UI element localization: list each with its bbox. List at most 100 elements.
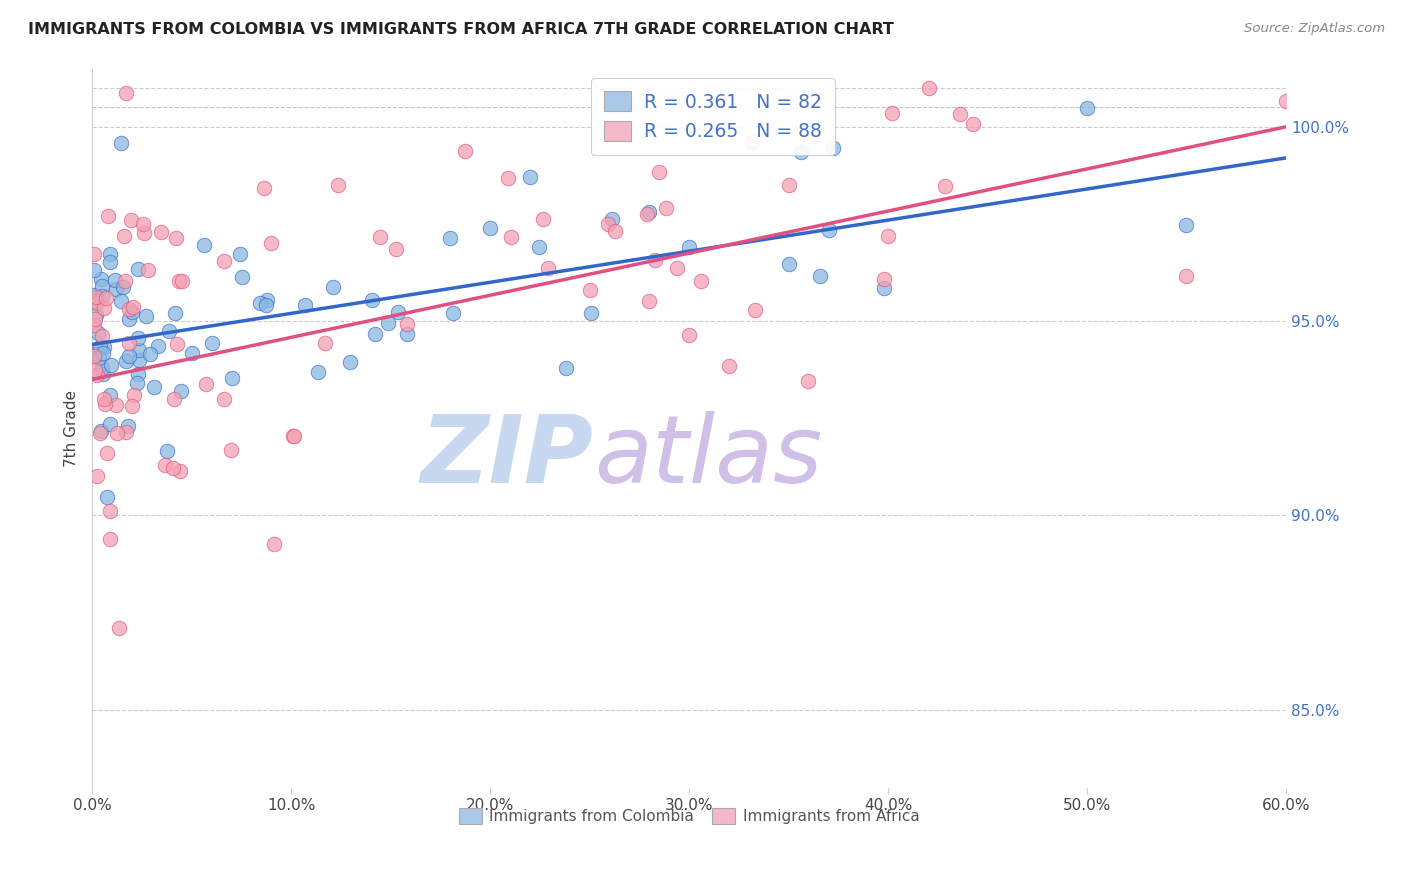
Point — [90, 424, 112, 438]
Point — [600, 211, 623, 226]
Point — [531, 212, 554, 227]
Point — [648, 165, 671, 179]
Point — [165, 230, 187, 244]
Point — [127, 331, 149, 345]
Point — [90, 360, 112, 375]
Point — [98, 417, 121, 432]
Point — [873, 281, 896, 295]
Point — [86, 326, 108, 341]
Point — [527, 240, 550, 254]
Point — [107, 621, 129, 635]
Point — [115, 425, 138, 439]
Point — [157, 325, 180, 339]
Point — [537, 260, 560, 275]
Point — [498, 171, 520, 186]
Point — [121, 300, 143, 314]
Point — [808, 268, 831, 283]
Point — [873, 272, 896, 286]
Point — [387, 305, 409, 319]
Point — [283, 429, 305, 443]
Point — [254, 298, 277, 312]
Point — [118, 349, 141, 363]
Point — [83, 293, 105, 308]
Point — [789, 145, 811, 159]
Point — [260, 235, 283, 250]
Point — [644, 253, 666, 268]
Point — [83, 247, 105, 261]
Point — [384, 242, 406, 256]
Point — [98, 532, 121, 546]
Point — [778, 178, 800, 192]
Point — [98, 504, 121, 518]
Legend: Immigrants from Colombia, Immigrants from Africa: Immigrants from Colombia, Immigrants fro… — [453, 802, 925, 830]
Point — [83, 350, 105, 364]
Point — [100, 254, 122, 268]
Point — [128, 343, 150, 357]
Point — [127, 261, 149, 276]
Point — [138, 346, 160, 360]
Point — [110, 136, 132, 151]
Point — [118, 302, 141, 317]
Point — [104, 282, 127, 296]
Point — [86, 296, 108, 310]
Point — [170, 384, 193, 398]
Point — [104, 273, 127, 287]
Point — [132, 226, 155, 240]
Point — [163, 392, 186, 406]
Point — [339, 355, 361, 369]
Point — [219, 442, 242, 457]
Point — [778, 257, 800, 271]
Point — [94, 397, 117, 411]
Point — [163, 306, 186, 320]
Point — [83, 312, 105, 326]
Point — [934, 179, 956, 194]
Point — [396, 317, 419, 331]
Point — [83, 263, 105, 277]
Point — [314, 336, 336, 351]
Point — [666, 261, 689, 276]
Point — [112, 229, 135, 244]
Point — [877, 229, 900, 244]
Point — [83, 318, 105, 332]
Point — [94, 291, 117, 305]
Point — [93, 301, 115, 316]
Point — [326, 178, 349, 192]
Point — [167, 274, 190, 288]
Point — [1275, 94, 1298, 108]
Point — [93, 392, 115, 406]
Point — [156, 443, 179, 458]
Point — [638, 293, 661, 308]
Point — [962, 117, 984, 131]
Point — [396, 326, 419, 341]
Point — [201, 335, 224, 350]
Point — [90, 328, 112, 343]
Point — [578, 283, 600, 297]
Point — [135, 309, 157, 323]
Text: Source: ZipAtlas.com: Source: ZipAtlas.com — [1244, 22, 1385, 36]
Point — [87, 351, 110, 366]
Point — [256, 293, 278, 307]
Point — [519, 169, 541, 184]
Point — [744, 303, 766, 318]
Point — [231, 270, 253, 285]
Point — [307, 365, 329, 379]
Point — [283, 428, 305, 442]
Point — [454, 144, 477, 158]
Point — [818, 223, 841, 237]
Point — [91, 279, 114, 293]
Point — [741, 135, 763, 149]
Point — [96, 446, 118, 460]
Point — [193, 238, 215, 252]
Point — [83, 363, 105, 377]
Point — [83, 288, 105, 302]
Point — [89, 340, 111, 354]
Point — [249, 296, 271, 310]
Point — [1175, 218, 1198, 232]
Point — [86, 290, 108, 304]
Point — [91, 345, 114, 359]
Point — [149, 226, 172, 240]
Point — [678, 327, 700, 342]
Point — [499, 230, 522, 244]
Point — [107, 426, 129, 441]
Point — [221, 370, 243, 384]
